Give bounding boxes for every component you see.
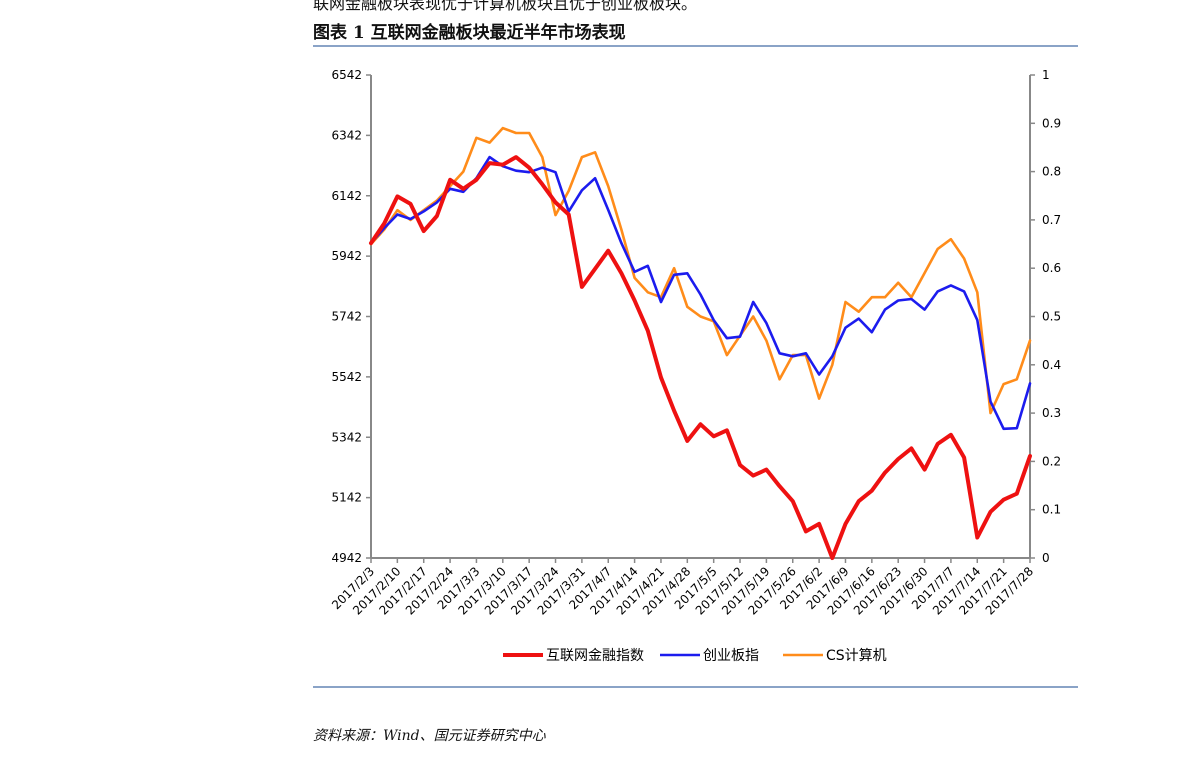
left-tick-label: 5142 (331, 491, 362, 505)
left-tick-label: 5342 (331, 430, 362, 444)
right-tick-label: 0.5 (1042, 310, 1061, 324)
legend-label: CS计算机 (826, 648, 887, 664)
right-tick-label: 0 (1042, 551, 1050, 565)
chart-bottom-divider (313, 686, 1078, 688)
series-line-internet-finance (369, 155, 1032, 560)
legend-label: 创业板指 (703, 648, 759, 664)
title-divider (313, 45, 1078, 47)
left-tick-label: 5742 (331, 310, 362, 324)
right-tick-label: 0.6 (1042, 261, 1061, 275)
figure-title: 图表 1 互联网金融板块最近半年市场表现 (313, 23, 626, 43)
series-line-chinext (369, 155, 1032, 431)
right-tick-label: 0.3 (1042, 406, 1061, 420)
left-tick-label: 6542 (331, 68, 362, 82)
left-tick-label: 5542 (331, 370, 362, 384)
left-tick-label: 6142 (331, 189, 362, 203)
left-tick-label: 4942 (331, 551, 362, 565)
right-tick-label: 0.8 (1042, 165, 1061, 179)
source-note: 资料来源：Wind、国元证券研究中心 (313, 728, 546, 744)
chart-legend: 互联网金融指数 创业板指 CS计算机 (503, 648, 887, 664)
intro-text: 联网金融板块表现优于计算机板块且优于创业板板块。 (313, 0, 698, 13)
left-tick-label: 6342 (331, 128, 362, 142)
left-tick-label: 5942 (331, 249, 362, 263)
chart-series (369, 126, 1032, 560)
right-tick-label: 0.1 (1042, 503, 1061, 517)
right-tick-label: 0.4 (1042, 358, 1061, 372)
right-tick-label: 0.7 (1042, 213, 1061, 227)
series-line-cs-computer (369, 126, 1032, 415)
market-performance-chart: 4942 5142 5342 5542 5742 5942 6142 6342 6542 0 0.1… (329, 68, 1061, 664)
right-tick-label: 0.9 (1042, 116, 1061, 130)
chart-axes: 4942 5142 5342 5542 5742 5942 6142 6342 6542 0 0.1… (329, 68, 1061, 618)
right-tick-label: 1 (1042, 68, 1050, 82)
legend-label: 互联网金融指数 (546, 648, 644, 664)
right-tick-label: 0.2 (1042, 454, 1061, 468)
